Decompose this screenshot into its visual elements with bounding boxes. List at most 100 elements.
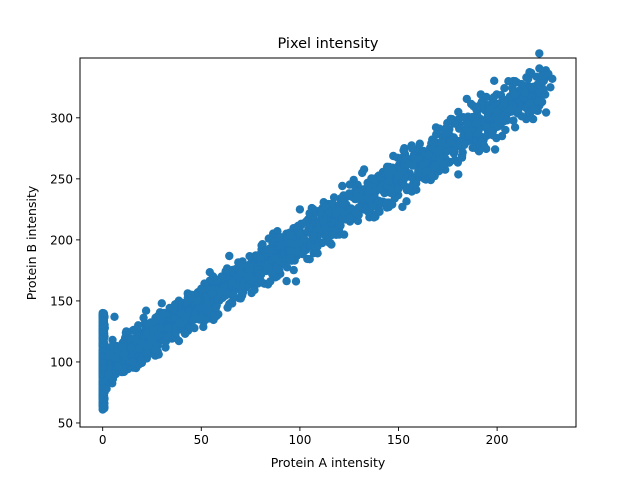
data-point — [289, 265, 298, 275]
data-point — [423, 150, 433, 159]
data-point — [236, 260, 245, 269]
data-point — [161, 343, 170, 352]
data-point — [429, 162, 439, 171]
data-point — [282, 276, 291, 286]
data-point — [210, 313, 219, 322]
data-point — [98, 345, 107, 354]
data-point — [404, 160, 413, 169]
data-point — [479, 141, 489, 150]
data-point — [313, 249, 322, 258]
data-point — [104, 369, 113, 379]
data-point — [228, 278, 237, 287]
data-point — [422, 167, 431, 176]
data-point — [437, 138, 447, 147]
data-point — [298, 220, 307, 229]
data-point — [319, 217, 328, 226]
data-point — [368, 202, 377, 211]
data-point — [510, 90, 520, 99]
data-point — [387, 165, 397, 175]
data-point — [500, 84, 509, 93]
data-point — [139, 313, 148, 322]
data-point — [433, 147, 443, 157]
data-point — [146, 318, 156, 327]
data-point — [410, 154, 419, 163]
data-point — [490, 145, 500, 154]
data-point — [180, 329, 190, 338]
data-point — [276, 241, 285, 251]
data-point — [163, 323, 172, 332]
data-point — [98, 400, 107, 409]
data-point — [394, 184, 403, 194]
data-point — [328, 199, 337, 208]
data-point — [375, 207, 384, 216]
data-point — [535, 49, 544, 58]
data-point — [407, 172, 416, 182]
data-point — [514, 106, 523, 115]
data-point — [351, 208, 361, 217]
data-point — [211, 303, 221, 312]
x-tick-label: 50 — [194, 433, 209, 447]
data-point — [98, 357, 107, 367]
data-point — [485, 105, 494, 114]
data-point — [335, 219, 344, 229]
data-point — [195, 315, 204, 324]
data-point — [415, 139, 424, 148]
data-point — [473, 102, 482, 112]
data-point — [118, 343, 127, 352]
data-point — [345, 189, 354, 198]
y-tick-label: 100 — [50, 355, 73, 369]
data-point — [446, 114, 455, 124]
data-point — [313, 242, 322, 251]
y-tick-label: 50 — [58, 416, 73, 430]
data-point — [388, 200, 397, 209]
data-point — [535, 64, 544, 73]
scatter-points — [98, 49, 557, 414]
data-point — [208, 272, 218, 281]
data-point — [142, 348, 152, 357]
data-point — [483, 113, 492, 123]
data-point — [305, 209, 314, 218]
data-point — [399, 146, 408, 155]
data-point — [359, 165, 369, 174]
data-point — [222, 266, 232, 275]
data-point — [268, 269, 277, 279]
data-point — [207, 289, 217, 298]
y-tick-label: 200 — [50, 233, 73, 247]
data-point — [546, 83, 555, 92]
data-point — [203, 306, 212, 315]
data-point — [339, 199, 348, 208]
data-point — [457, 153, 467, 162]
data-point — [408, 144, 417, 153]
data-point — [98, 394, 107, 403]
axes-frame — [79, 57, 577, 428]
data-point — [98, 339, 107, 348]
data-point — [309, 232, 318, 241]
data-point — [134, 321, 143, 330]
data-point — [295, 205, 305, 214]
data-point — [266, 277, 275, 286]
data-point — [528, 83, 537, 92]
data-point — [216, 286, 226, 296]
data-point — [510, 123, 520, 132]
data-point — [119, 349, 129, 358]
data-point — [374, 196, 383, 205]
data-point — [98, 321, 107, 330]
data-point — [493, 122, 502, 131]
data-point — [453, 140, 462, 149]
data-point — [98, 333, 107, 342]
data-point — [306, 242, 315, 251]
data-point — [474, 147, 484, 156]
data-point — [339, 230, 349, 239]
data-point — [548, 74, 557, 84]
data-point — [338, 181, 347, 191]
data-point — [463, 119, 472, 129]
data-point — [414, 168, 423, 177]
data-point — [501, 125, 510, 135]
data-point — [258, 240, 267, 249]
data-point — [454, 170, 463, 179]
data-point — [149, 325, 158, 335]
data-point — [364, 186, 374, 196]
data-point — [527, 68, 536, 78]
data-point — [435, 155, 444, 165]
data-point — [98, 315, 107, 324]
